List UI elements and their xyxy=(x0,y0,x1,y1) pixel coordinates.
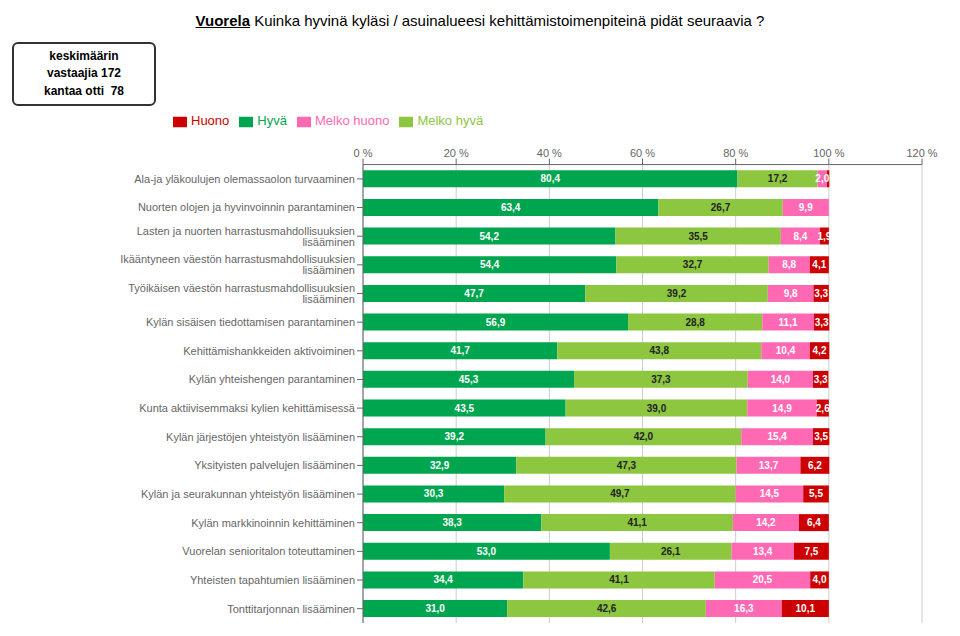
svg-text:Kylän ja seurakunnan yhteistyö: Kylän ja seurakunnan yhteistyön lisäämin… xyxy=(141,488,355,500)
svg-text:Kylän markkinoinnin kehittämin: Kylän markkinoinnin kehittäminen xyxy=(191,517,355,529)
svg-text:Tonttitarjonnan lisääminen: Tonttitarjonnan lisääminen xyxy=(227,603,355,615)
svg-text:28,8: 28,8 xyxy=(685,317,705,328)
svg-text:3,3: 3,3 xyxy=(814,288,828,299)
svg-text:8,8: 8,8 xyxy=(782,259,796,270)
svg-text:42,6: 42,6 xyxy=(597,603,617,614)
svg-text:3,5: 3,5 xyxy=(814,431,828,442)
svg-text:9,8: 9,8 xyxy=(784,288,798,299)
svg-text:31,0: 31,0 xyxy=(425,603,445,614)
svg-text:0 %: 0 % xyxy=(354,147,373,159)
svg-text:43,5: 43,5 xyxy=(455,403,475,414)
svg-text:35,5: 35,5 xyxy=(688,231,708,242)
html-text:keskimäärin vastaajia 172 kant: keskimäärin vastaajia 172 kantaa otti 78 xyxy=(44,49,124,98)
svg-text:37,3: 37,3 xyxy=(651,374,671,385)
svg-text:34,4: 34,4 xyxy=(433,574,453,585)
svg-text:4,0: 4,0 xyxy=(813,574,827,585)
svg-text:Kylän järjestöjen yhteistyön l: Kylän järjestöjen yhteistyön lisääminen xyxy=(166,431,355,443)
svg-text:47,7: 47,7 xyxy=(464,288,484,299)
svg-text:1,9: 1,9 xyxy=(817,231,831,242)
svg-text:40 %: 40 % xyxy=(537,147,562,159)
svg-text:32,9: 32,9 xyxy=(430,460,450,471)
svg-text:10,4: 10,4 xyxy=(776,345,796,356)
svg-text:Kunta aktiivisemmaksi kylien k: Kunta aktiivisemmaksi kylien kehittämise… xyxy=(139,402,356,414)
svg-text:6,2: 6,2 xyxy=(808,460,822,471)
html-text:Huono: Huono xyxy=(191,113,230,128)
svg-text:6,4: 6,4 xyxy=(807,517,821,528)
svg-text:54,4: 54,4 xyxy=(480,259,500,270)
svg-text:120 %: 120 % xyxy=(906,147,937,159)
svg-text:14,9: 14,9 xyxy=(772,403,792,414)
svg-text:Kehittämishankkeiden aktivoimi: Kehittämishankkeiden aktivoiminen xyxy=(183,345,355,357)
svg-text:14,2: 14,2 xyxy=(756,517,776,528)
svg-text:26,7: 26,7 xyxy=(711,202,731,213)
svg-text:38,3: 38,3 xyxy=(442,517,462,528)
svg-text:4,1: 4,1 xyxy=(812,259,826,270)
svg-text:5,5: 5,5 xyxy=(809,488,823,499)
svg-text:43,8: 43,8 xyxy=(650,345,670,356)
svg-text:11,1: 11,1 xyxy=(779,317,798,328)
svg-text:100 %: 100 % xyxy=(813,147,844,159)
svg-text:Vuorelan senioritalon toteutta: Vuorelan senioritalon toteuttaminen xyxy=(182,545,355,557)
svg-text:39,0: 39,0 xyxy=(647,403,667,414)
svg-text:16,3: 16,3 xyxy=(734,603,754,614)
svg-text:8,4: 8,4 xyxy=(793,231,807,242)
svg-text:Ikääntyneen väestön harrastusm: Ikääntyneen väestön harrastusmahdollisuu… xyxy=(120,253,355,276)
svg-text:7,5: 7,5 xyxy=(804,546,818,557)
svg-text:Kylän yhteishengen parantamine: Kylän yhteishengen parantaminen xyxy=(189,373,355,385)
svg-text:41,1: 41,1 xyxy=(609,574,629,585)
svg-text:63,4: 63,4 xyxy=(501,202,521,213)
svg-text:2,0: 2,0 xyxy=(815,173,829,184)
svg-text:41,7: 41,7 xyxy=(450,345,470,356)
svg-text:2,6: 2,6 xyxy=(816,403,830,414)
svg-text:Yksityisten palvelujen lisäämi: Yksityisten palvelujen lisääminen xyxy=(194,459,355,471)
svg-text:3,3: 3,3 xyxy=(814,374,828,385)
html-text:Vuorela Kuinka hyvinä kyläsi /: Vuorela Kuinka hyvinä kyläsi / asuinalue… xyxy=(195,12,765,29)
svg-text:14,0: 14,0 xyxy=(771,374,791,385)
svg-text:45,3: 45,3 xyxy=(459,374,479,385)
svg-text:Yhteisten tapahtumien lisäämin: Yhteisten tapahtumien lisääminen xyxy=(190,574,355,586)
html-text:Melko huono: Melko huono xyxy=(314,113,390,128)
svg-text:26,1: 26,1 xyxy=(661,546,681,557)
svg-text:32,7: 32,7 xyxy=(683,259,703,270)
html-text:Hyvä: Hyvä xyxy=(257,113,287,128)
svg-text:Kylän sisäisen tiedottamisen p: Kylän sisäisen tiedottamisen parantamine… xyxy=(146,316,355,328)
svg-text:60 %: 60 % xyxy=(630,147,655,159)
svg-text:20 %: 20 % xyxy=(444,147,469,159)
svg-text:13,7: 13,7 xyxy=(759,460,779,471)
svg-text:9,9: 9,9 xyxy=(799,202,813,213)
svg-text:3,3: 3,3 xyxy=(815,317,829,328)
svg-text:15,4: 15,4 xyxy=(767,431,787,442)
svg-text:41,1: 41,1 xyxy=(627,517,647,528)
svg-text:49,7: 49,7 xyxy=(610,488,630,499)
svg-text:14,5: 14,5 xyxy=(760,488,780,499)
svg-text:39,2: 39,2 xyxy=(445,431,465,442)
svg-text:Ala-ja yläkoulujen olemassaolo: Ala-ja yläkoulujen olemassaolon turvaami… xyxy=(134,173,355,185)
svg-text:39,2: 39,2 xyxy=(667,288,687,299)
svg-text:30,3: 30,3 xyxy=(424,488,444,499)
svg-text:80,4: 80,4 xyxy=(541,173,561,184)
svg-text:56,9: 56,9 xyxy=(486,317,506,328)
svg-text:17,2: 17,2 xyxy=(768,173,788,184)
svg-text:54,2: 54,2 xyxy=(480,231,500,242)
svg-text:Nuorten olojen ja hyvinvoinnin: Nuorten olojen ja hyvinvoinnin parantami… xyxy=(138,201,355,213)
svg-text:Lasten ja nuorten harrastusmah: Lasten ja nuorten harrastusmahdollisuuks… xyxy=(137,225,355,248)
svg-text:42,0: 42,0 xyxy=(634,431,654,442)
svg-text:47,3: 47,3 xyxy=(617,460,637,471)
svg-text:Työikäisen väestön harrastusma: Työikäisen väestön harrastusmahdollisuuk… xyxy=(128,282,355,305)
svg-text:13,4: 13,4 xyxy=(753,546,773,557)
svg-text:4,2: 4,2 xyxy=(813,345,827,356)
svg-text:20,5: 20,5 xyxy=(753,574,773,585)
svg-text:10,1: 10,1 xyxy=(796,603,816,614)
svg-text:53,0: 53,0 xyxy=(477,546,497,557)
html-text:Melko hyvä: Melko hyvä xyxy=(417,113,484,128)
svg-text:80 %: 80 % xyxy=(723,147,748,159)
